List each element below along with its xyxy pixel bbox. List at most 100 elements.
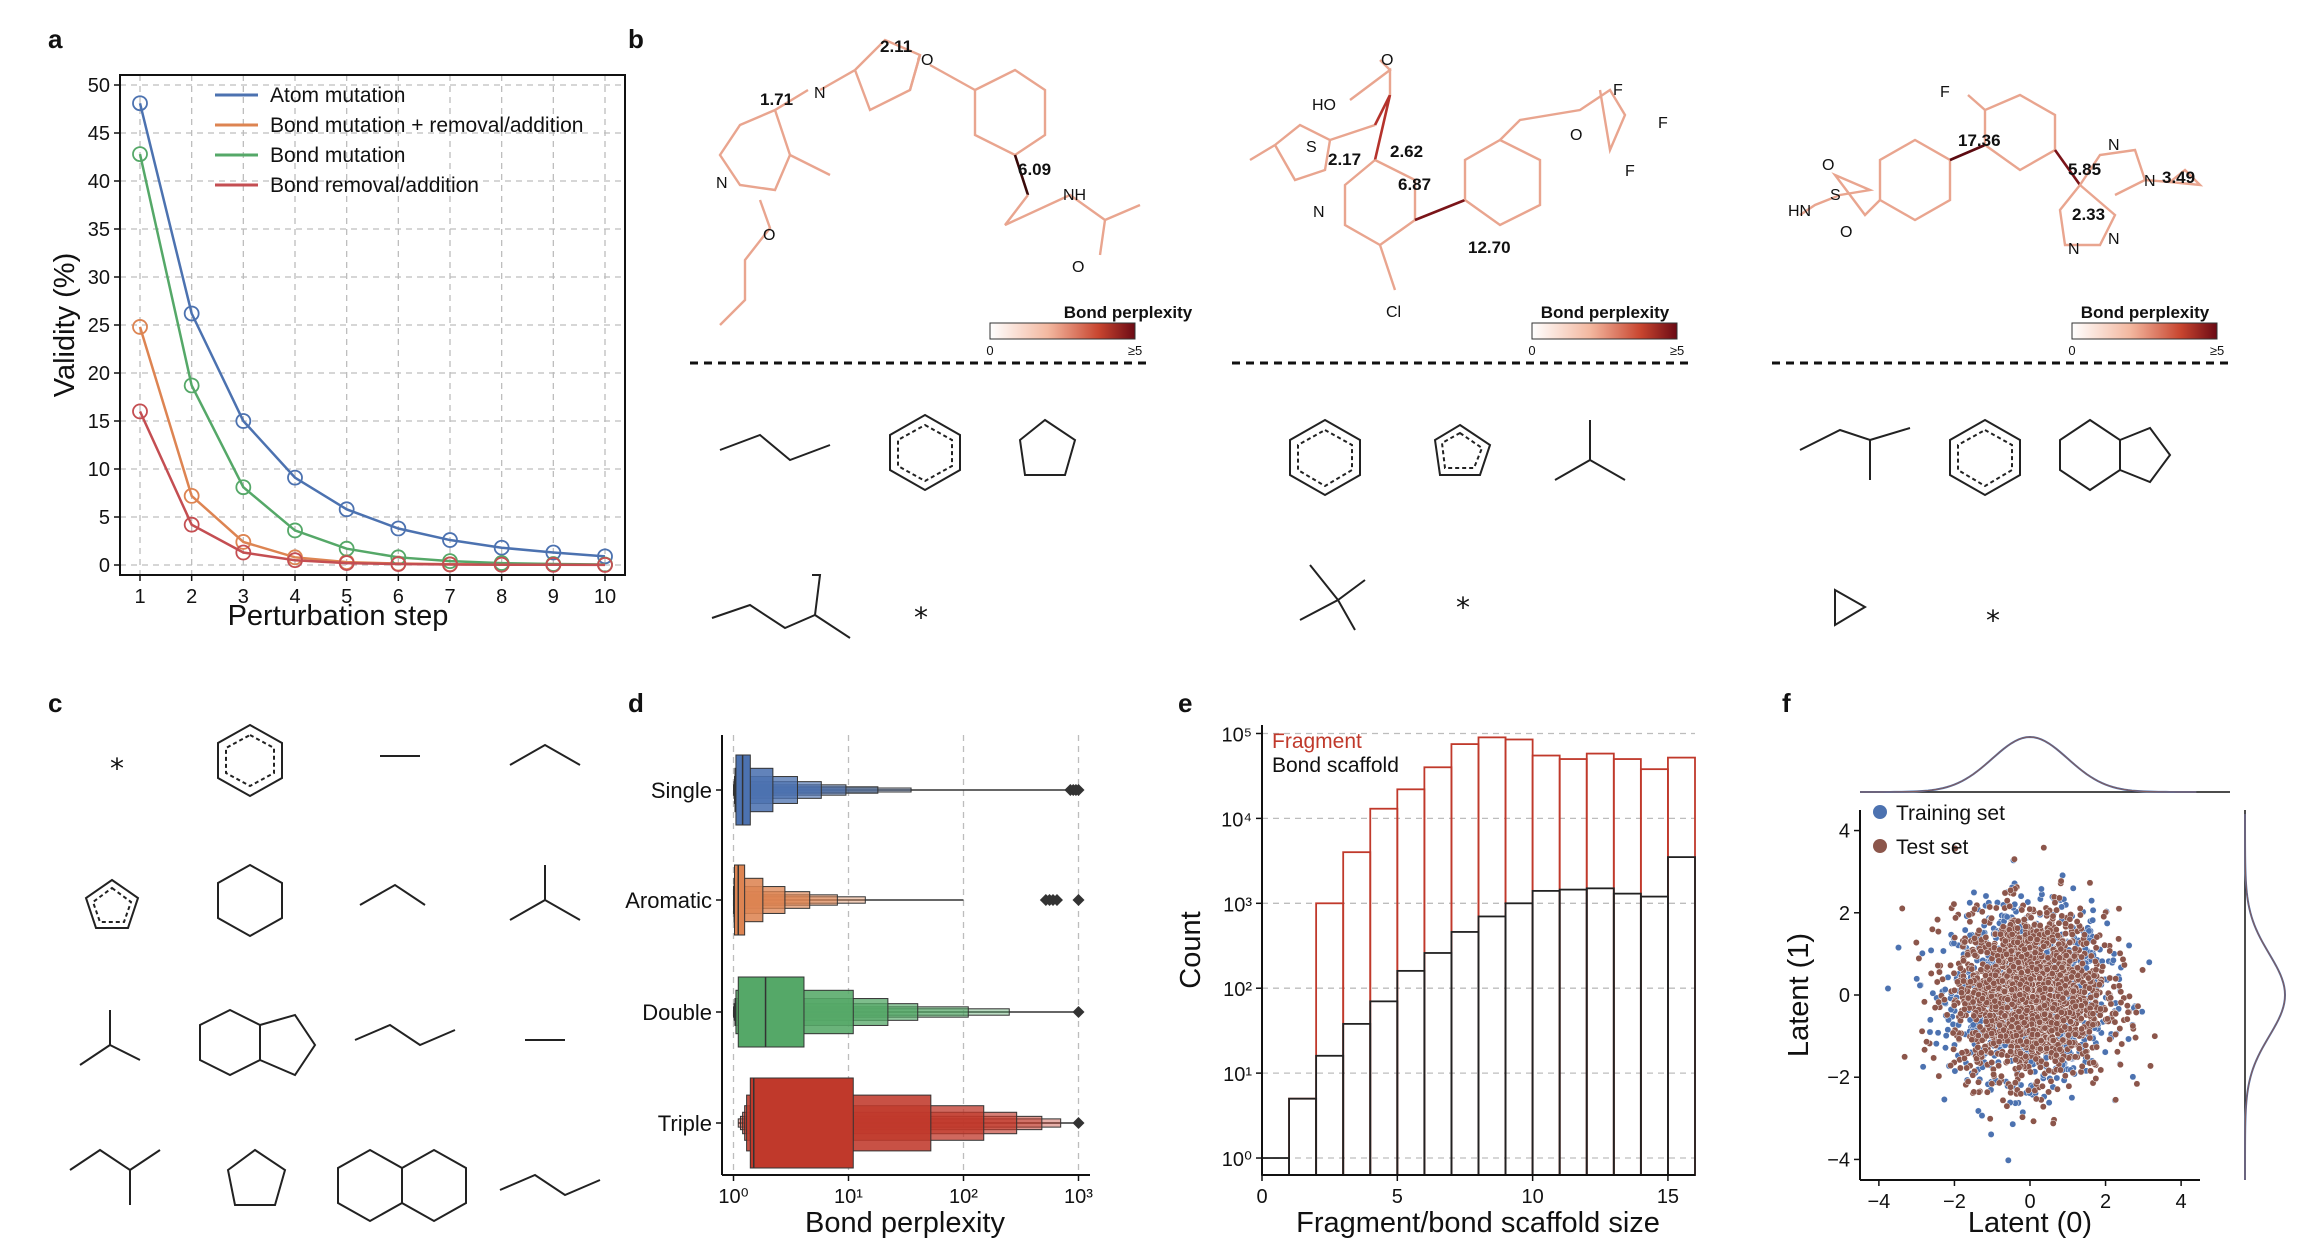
panel-f-point xyxy=(2044,929,2052,936)
panel-f-point xyxy=(1990,979,1998,987)
mol1-ether xyxy=(929,63,976,92)
panel-f-point xyxy=(2071,945,2079,953)
panel-f-point xyxy=(2095,981,2103,989)
panel-f-point xyxy=(1963,1064,1971,1072)
panel-d-xtick-label: 10² xyxy=(949,1186,978,1208)
panel-e-ytick-label: 10⁰ xyxy=(1222,1149,1252,1171)
panel-f-point xyxy=(2009,1120,2017,1128)
colorbar-3-min: 0 xyxy=(2068,343,2075,358)
panel-f-point xyxy=(1976,981,1984,989)
panel-f-point xyxy=(2044,979,2052,987)
panel-a-point xyxy=(390,520,407,537)
panel-f-point xyxy=(2125,942,2133,949)
mol3-atom-5: N xyxy=(2108,137,2120,154)
c-propyl xyxy=(359,883,426,906)
panel-f-point xyxy=(2069,1069,2077,1077)
panel-f-point xyxy=(2041,1002,2048,1009)
panel-f-point xyxy=(1930,1054,1938,1062)
mol1-acetamide xyxy=(1004,193,1141,256)
panel-f-point xyxy=(2017,892,2025,900)
panel-f-point xyxy=(2053,1020,2061,1028)
panel-f-point xyxy=(1942,1044,1949,1052)
mol3-atom-4: HN xyxy=(1788,203,1811,220)
panel-f-point xyxy=(1950,969,1958,977)
panel-f-point xyxy=(1987,1049,1995,1057)
panel-f-point xyxy=(1918,1027,1926,1035)
panel-f-point xyxy=(1935,998,1943,1006)
mol2-atom-7: O xyxy=(1570,127,1582,144)
panel-f-point xyxy=(2116,949,2124,957)
mol3-phenyl-a xyxy=(1878,138,1952,222)
panel-f-point xyxy=(2040,994,2048,1002)
panel-f-point xyxy=(2004,996,2012,1003)
panel-f-point xyxy=(1934,916,1941,924)
panel-f-ytick-label: 2 xyxy=(1839,903,1850,925)
panel-b-molecules: N N O O NH O 2.11 1.71 6.09 O HO S N xyxy=(690,37,2232,639)
panel-f-ylabel: Latent (1) xyxy=(1783,933,1815,1057)
frag-star-3: * xyxy=(1986,604,2000,637)
panel-f-point xyxy=(2145,958,2153,966)
panel-a-point xyxy=(235,413,252,429)
frag-benzene-1-inner xyxy=(897,423,953,483)
panel-a-series-line xyxy=(138,410,606,567)
frag-cp-2 xyxy=(1433,423,1492,476)
panel-a-point xyxy=(132,403,148,420)
panel-f-point xyxy=(2099,963,2107,971)
mol3-atom-1: O xyxy=(1822,157,1834,174)
panel-f-point xyxy=(2043,1045,2051,1053)
panel-f-point xyxy=(1950,1045,1958,1053)
panel-f-point xyxy=(1964,994,1972,1002)
panel-f-point xyxy=(2103,1015,2111,1023)
panel-f-point xyxy=(2115,935,2123,943)
panel-f-point xyxy=(2003,1057,2011,1065)
panel-f-point xyxy=(2049,1119,2057,1127)
c-benzene-inner xyxy=(225,733,275,788)
panel-f-point xyxy=(2041,1024,2049,1032)
panel-f-point xyxy=(1978,908,1986,916)
frag-benzene-2-inner xyxy=(1297,428,1353,488)
c-vinyl xyxy=(509,743,581,766)
panel-f-point xyxy=(2045,1088,2053,1096)
frag-branch-1 xyxy=(711,574,851,639)
panel-f-point xyxy=(2107,994,2115,1002)
panel-f-point xyxy=(2124,1008,2132,1016)
panel-f-point xyxy=(2087,1067,2095,1075)
panel-e-bar xyxy=(1612,892,1642,1176)
panel-f-point xyxy=(2018,953,2026,961)
panel-f-legend-training-marker xyxy=(1873,805,1887,819)
c-cyclopentadiene-inner xyxy=(91,886,133,923)
molecule-3: F O S O HN N N N N 17.36 5.85 3.49 2.33 xyxy=(1788,84,2204,258)
panel-f-point xyxy=(2147,1062,2154,1070)
panel-f-point xyxy=(2089,1021,2097,1029)
panel-f-point xyxy=(2057,1066,2064,1074)
panel-f-point xyxy=(2008,1000,2016,1008)
panel-f-point xyxy=(1996,1021,2003,1029)
mol2-chlorophenyl xyxy=(1343,158,1417,247)
panel-f-point xyxy=(2066,957,2074,965)
panel-f-point xyxy=(2027,914,2035,922)
panel-f-point xyxy=(2008,986,2016,994)
mol3-atom-7: N xyxy=(2108,231,2120,248)
mol3-f-bond xyxy=(1967,94,1986,111)
panel-a-ytick-label: 50 xyxy=(88,75,110,97)
panel-a-xtick-label: 8 xyxy=(496,586,507,608)
panel-f-point xyxy=(2048,970,2056,978)
panel-f-point xyxy=(1921,1046,1929,1054)
panel-f-point xyxy=(1968,1036,1976,1044)
panel-f-point xyxy=(1927,970,1935,977)
panel-d-box xyxy=(737,976,805,1048)
frag-benzene-1 xyxy=(889,413,961,492)
panel-f-point xyxy=(1991,971,1999,979)
panel-f-point xyxy=(2001,1012,2009,1020)
b-fragments: * * * xyxy=(711,413,2172,639)
panel-f-point xyxy=(2012,1056,2020,1064)
panel-f-point xyxy=(2117,988,2125,996)
panel-f-point xyxy=(1992,904,2000,912)
panel-f-point xyxy=(2018,1071,2026,1079)
panel-f-point xyxy=(1929,989,1937,997)
panel-e-legend-scaffold: Bond scaffold xyxy=(1272,754,1399,777)
panel-f-point xyxy=(1970,889,1978,896)
panel-f-point xyxy=(1932,1040,1940,1048)
